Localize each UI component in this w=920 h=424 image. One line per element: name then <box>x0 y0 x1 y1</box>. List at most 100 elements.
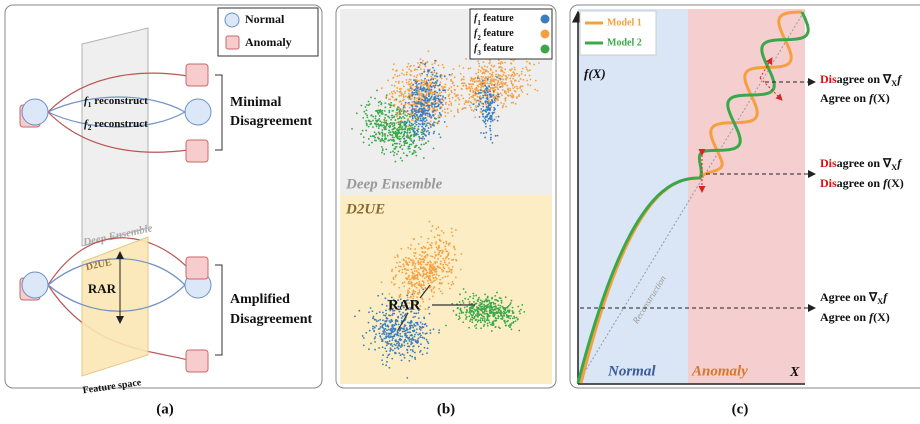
scatter-dot <box>417 116 420 119</box>
scatter-dot <box>392 125 394 127</box>
scatter-dot <box>413 140 415 143</box>
scatter-dot <box>421 331 424 334</box>
scatter-dot <box>475 80 478 83</box>
scatter-dot <box>509 323 511 326</box>
scatter-dot <box>486 97 488 100</box>
scatter-dot <box>448 97 451 100</box>
scatter-dot <box>448 270 451 273</box>
scatter-dot <box>393 136 395 139</box>
scatter-dot <box>503 312 505 315</box>
scatter-dot <box>372 119 374 122</box>
scatter-dot <box>415 132 418 135</box>
scatter-dot <box>406 349 409 352</box>
scatter-dot <box>437 266 439 269</box>
scatter-dot <box>420 105 423 108</box>
scatter-dot <box>373 337 376 340</box>
scatter-dot <box>413 261 415 263</box>
scatter-dot <box>512 321 515 323</box>
scatter-dot <box>437 100 440 103</box>
scatter-dot <box>508 309 511 312</box>
scatter-dot <box>457 97 460 99</box>
scatter-dot <box>429 272 432 275</box>
scatter-dot <box>500 300 503 302</box>
scatter-dot <box>473 315 476 318</box>
scatter-dot <box>500 317 503 320</box>
scatter-dot <box>416 105 418 108</box>
scatter-dot <box>496 312 498 315</box>
scatter-dot <box>515 316 518 319</box>
scatter-dot <box>435 75 438 78</box>
scatter-dot <box>481 311 484 314</box>
scatter-dot <box>401 271 404 274</box>
scatter-dot <box>415 331 418 334</box>
scatter-dot <box>491 111 494 114</box>
scatter-dot <box>398 110 401 112</box>
scatter-dot <box>388 366 391 369</box>
scatter-dot <box>376 89 378 92</box>
scatter-dot <box>438 287 441 290</box>
scatter-dot <box>419 114 422 117</box>
scatter-dot <box>473 312 475 314</box>
scatter-dot <box>412 339 415 342</box>
scatter-dot <box>409 338 412 341</box>
scatter-dot <box>507 304 510 307</box>
scatter-dot <box>391 139 393 142</box>
scatter-dot <box>433 117 436 119</box>
scatter-dot <box>412 326 415 329</box>
scatter-dot <box>441 98 444 101</box>
scatter-dot <box>439 113 442 116</box>
scatter-dot <box>413 75 416 78</box>
scatter-dot <box>479 100 482 103</box>
scatter-dot <box>413 270 416 273</box>
scatter-dot <box>431 225 434 227</box>
scatter-dot <box>410 268 413 271</box>
scatter-dot <box>386 324 389 327</box>
scatter-dot <box>413 108 416 110</box>
text-run: X <box>877 297 883 306</box>
scatter-dot <box>407 145 410 148</box>
scatter-dot <box>398 286 401 289</box>
scatter-dot <box>429 120 432 123</box>
scatter-dot <box>403 325 406 328</box>
scatter-dot <box>410 341 413 343</box>
scatter-dot <box>419 58 422 61</box>
scatter-dot <box>409 64 412 67</box>
scatter-dot <box>392 278 395 281</box>
scatter-dot <box>425 276 428 278</box>
scatter-dot <box>439 107 442 110</box>
scatter-dot <box>404 95 407 98</box>
scatter-dot <box>374 318 377 321</box>
scatter-dot <box>407 246 410 249</box>
scatter-dot <box>406 65 409 68</box>
scatter-dot <box>404 103 407 106</box>
scatter-dot <box>459 268 462 271</box>
scatter-dot <box>393 343 396 346</box>
scatter-dot <box>382 319 384 322</box>
scatter-dot <box>380 121 383 124</box>
scatter-dot <box>453 246 455 249</box>
scatter-dot <box>526 93 529 96</box>
scatter-dot <box>410 69 412 72</box>
scatter-dot <box>421 117 424 120</box>
scatter-dot <box>406 110 409 112</box>
scatter-dot <box>398 261 401 263</box>
scatter-dot <box>424 109 427 112</box>
scatter-dot <box>431 266 433 269</box>
scatter-dot <box>451 302 454 305</box>
scatter-dot <box>404 131 407 134</box>
scatter-dot <box>414 290 417 293</box>
scatter-dot <box>400 359 403 362</box>
scatter-dot <box>428 89 431 92</box>
scatter-dot <box>438 92 441 95</box>
scatter-dot <box>393 122 395 124</box>
scatter-dot <box>380 110 382 113</box>
scatter-dot <box>428 113 431 116</box>
scatter-dot <box>383 153 386 155</box>
scatter-dot <box>417 261 419 264</box>
scatter-dot <box>411 108 414 111</box>
scatter-dot <box>403 330 406 333</box>
scatter-dot <box>507 89 510 92</box>
scatter-dot <box>423 143 425 146</box>
scatter-dot <box>481 89 484 92</box>
scatter-dot <box>482 94 484 97</box>
